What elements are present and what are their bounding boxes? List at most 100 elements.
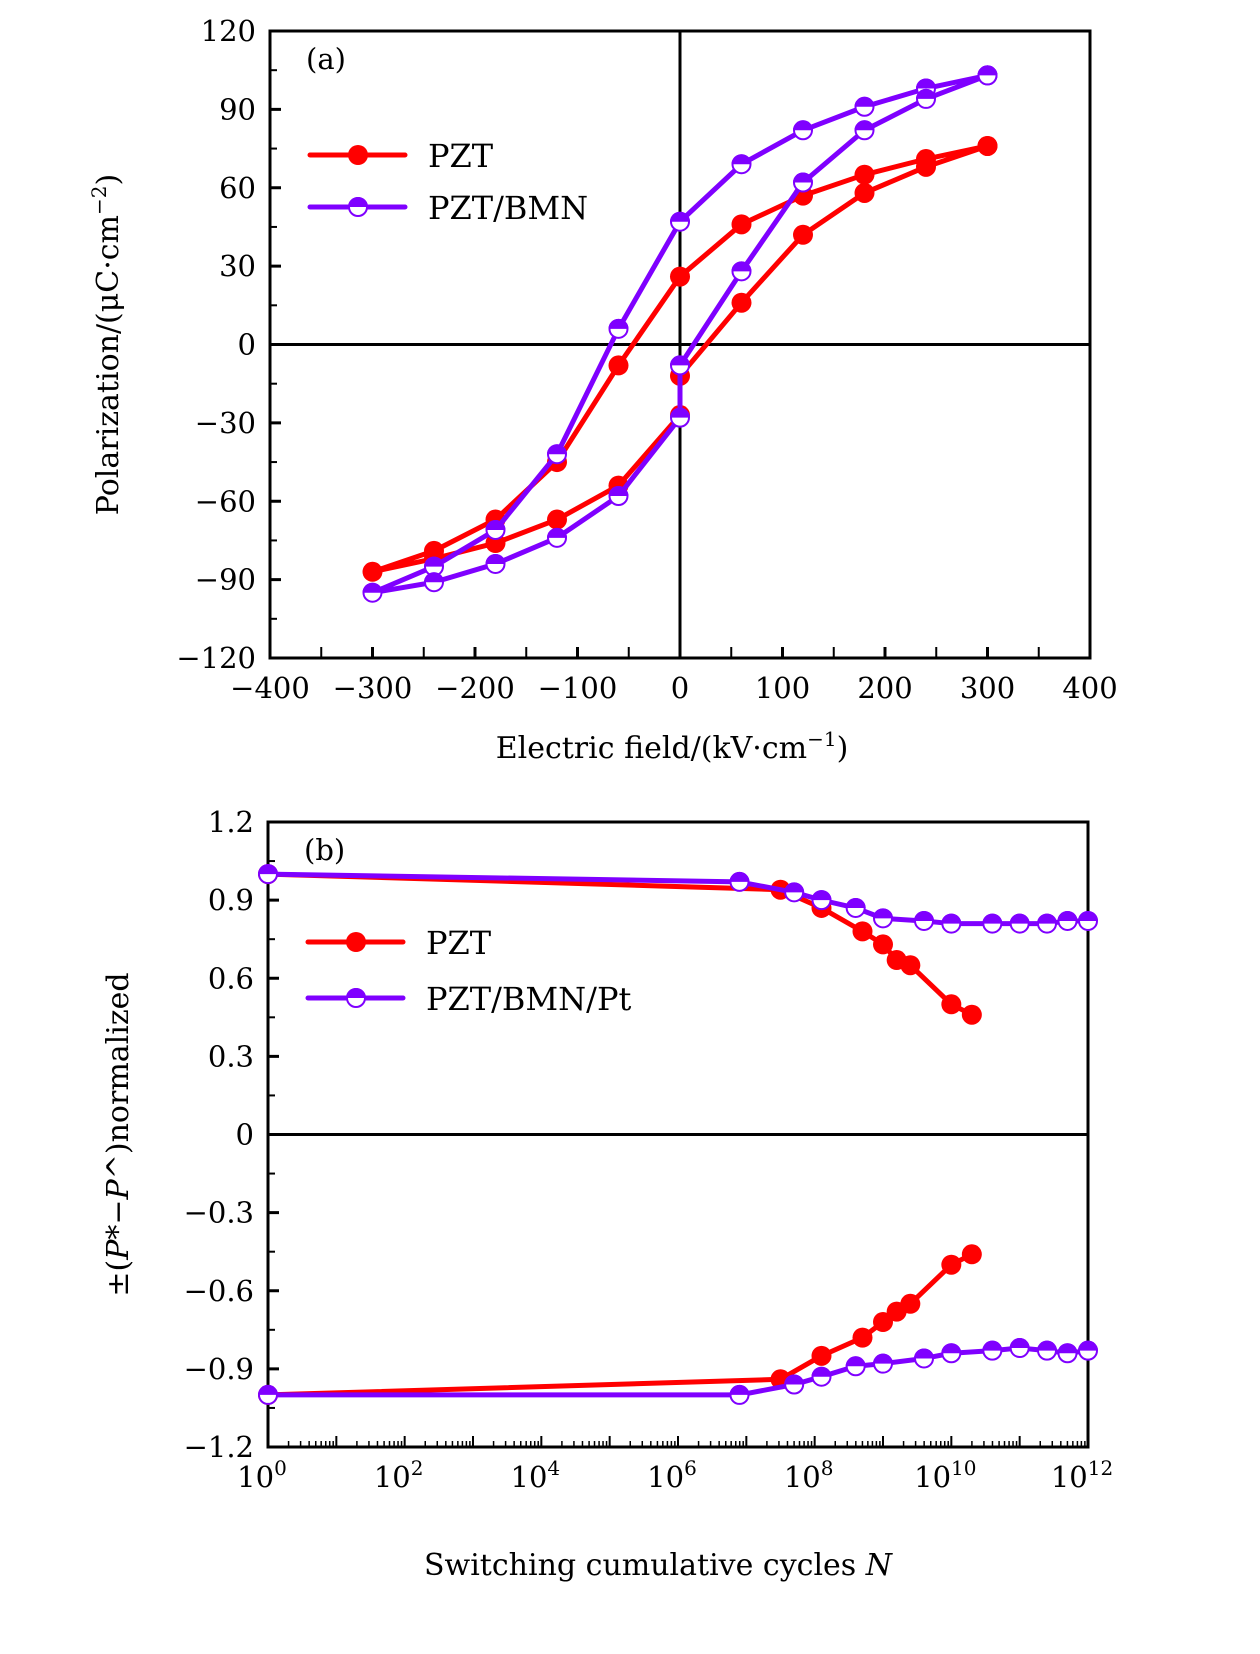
marker-half-fill — [424, 556, 444, 567]
marker-dot — [731, 292, 752, 313]
legend-item: PZT — [307, 137, 494, 175]
data-point — [916, 156, 936, 177]
marker-half-fill — [982, 1340, 1003, 1351]
marker-half-fill — [258, 864, 278, 875]
data-point — [854, 164, 875, 185]
marker-dot — [854, 164, 875, 185]
legend-marker — [348, 197, 368, 217]
marker-half-fill — [916, 88, 936, 99]
marker-dot — [941, 994, 962, 1015]
data-point — [811, 890, 832, 911]
y-tick-label: 0 — [238, 328, 256, 362]
legend-label: PZT — [426, 924, 492, 962]
data-point — [873, 1312, 893, 1332]
data-point — [670, 355, 690, 376]
data-point — [977, 135, 998, 156]
data-point — [670, 266, 690, 287]
data-point — [900, 955, 921, 976]
marker-dot — [852, 1327, 873, 1348]
legend-marker — [346, 988, 366, 1008]
data-point — [811, 1345, 832, 1366]
marker-half-fill — [914, 1348, 934, 1359]
data-point — [845, 1356, 866, 1377]
marker-dot — [811, 1345, 832, 1366]
x-axis-title: Electric field/(kV·cm−1) — [496, 727, 849, 766]
data-point — [547, 444, 567, 465]
legend-item: PZT/BMN — [307, 189, 588, 227]
data-point — [793, 120, 813, 141]
data-point — [1078, 910, 1098, 931]
marker-half-fill — [793, 172, 813, 183]
data-point — [731, 261, 752, 282]
marker-half-fill — [608, 318, 629, 329]
marker-half-fill — [1057, 910, 1078, 921]
x-tick-label: −100 — [538, 671, 618, 705]
data-point — [670, 407, 690, 428]
data-point — [941, 913, 962, 934]
y-tick-label: 0.3 — [208, 1039, 254, 1073]
data-point — [608, 486, 629, 507]
data-point — [852, 1327, 873, 1348]
data-point — [670, 211, 690, 232]
marker-half-fill — [547, 444, 567, 455]
data-point — [547, 527, 567, 548]
x-tick-label: 1012 — [1051, 1456, 1113, 1494]
x-tick-label: 100 — [237, 1456, 287, 1494]
marker-half-fill — [346, 988, 366, 998]
marker-half-fill — [845, 1356, 866, 1367]
legend-label: PZT/BMN/Pt — [426, 980, 631, 1018]
marker-half-fill — [914, 910, 934, 921]
data-point — [729, 871, 750, 892]
data-point — [793, 172, 813, 193]
data-point — [873, 934, 893, 955]
marker-dot — [961, 1244, 982, 1265]
x-tick-label: 300 — [960, 671, 1015, 705]
marker-dot — [362, 561, 383, 582]
x-tick-label: −400 — [230, 671, 310, 705]
marker-half-fill — [873, 1353, 893, 1364]
marker-half-fill — [485, 519, 506, 530]
marker-dot — [854, 182, 875, 203]
data-point — [729, 1384, 750, 1405]
marker-half-fill — [1037, 1340, 1057, 1351]
data-point — [547, 509, 567, 530]
marker-half-fill — [424, 572, 444, 583]
marker-dot — [941, 1254, 962, 1275]
x-tick-label: 104 — [511, 1456, 561, 1494]
y-axis-title: ±(P*−P^)normalized — [101, 972, 136, 1296]
y-tick-label: 0.9 — [208, 883, 254, 917]
marker-dot — [852, 921, 873, 942]
marker-half-fill — [854, 96, 875, 107]
marker-half-fill — [258, 1384, 278, 1395]
data-point — [916, 88, 936, 109]
marker-dot — [977, 135, 998, 156]
data-point — [854, 182, 875, 203]
marker-dot — [961, 1004, 982, 1025]
data-point — [608, 318, 629, 339]
data-point — [1009, 1338, 1030, 1359]
legend-label: PZT — [428, 137, 494, 175]
data-point — [1037, 1340, 1057, 1361]
data-point — [845, 897, 866, 918]
data-point — [784, 882, 805, 903]
marker-half-fill — [1078, 910, 1098, 921]
y-tick-label: −0.6 — [184, 1274, 254, 1308]
y-tick-label: 90 — [219, 92, 256, 126]
marker-dot — [731, 214, 752, 235]
data-point — [854, 96, 875, 117]
series-line-pzt_bmn — [268, 1345, 1089, 1398]
marker-dot — [346, 932, 366, 952]
x-tick-label: 106 — [647, 1456, 697, 1494]
y-tick-label: −1.2 — [184, 1430, 254, 1464]
data-point — [362, 561, 383, 582]
marker-dot — [916, 156, 936, 177]
marker-half-fill — [729, 871, 750, 882]
y-tick-label: −0.9 — [184, 1352, 254, 1386]
x-axis-title: Switching cumulative cycles N — [424, 1548, 894, 1583]
marker-dot — [873, 1312, 893, 1332]
y-tick-label: −0.3 — [184, 1196, 254, 1230]
marker-half-fill — [1009, 913, 1030, 924]
data-point — [900, 1293, 921, 1314]
marker-half-fill — [729, 1384, 750, 1395]
